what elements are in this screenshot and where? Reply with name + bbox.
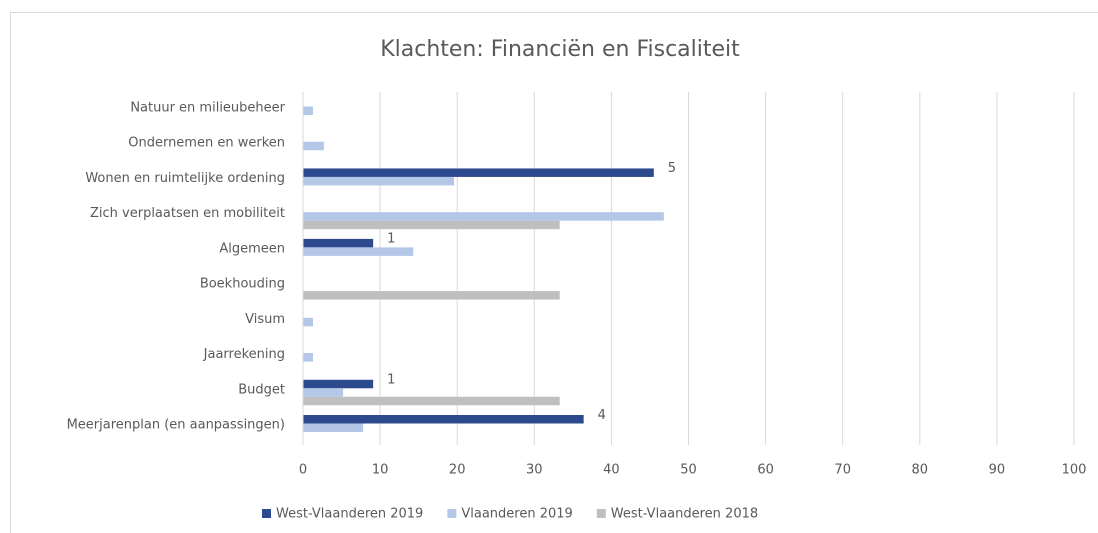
bar: [303, 415, 584, 424]
x-tick-label: 40: [603, 463, 620, 478]
y-tick-label: Ondernemen en werken: [128, 136, 285, 151]
x-tick-label: 90: [989, 463, 1006, 478]
data-label: 1: [387, 373, 395, 388]
bar: [303, 220, 560, 230]
x-tick-label: 70: [834, 463, 851, 478]
y-tick-label: Natuur en milieubeheer: [130, 101, 285, 116]
bar: [303, 238, 374, 248]
x-tick-label: 60: [757, 463, 774, 478]
y-tick-label: Zich verplaatsen en mobiliteit: [90, 206, 285, 221]
bar: [303, 106, 314, 115]
x-tick-label: 30: [526, 463, 543, 478]
y-tick-label: Visum: [245, 312, 285, 327]
data-label: 5: [668, 161, 676, 176]
bar: [303, 353, 314, 362]
bar: [303, 176, 455, 186]
data-label: 1: [387, 232, 395, 247]
frame: [10, 12, 1098, 533]
legend-swatch: [262, 509, 271, 518]
bar: [303, 379, 374, 389]
bar: [303, 317, 314, 327]
x-tick-label: 10: [372, 463, 389, 478]
legend-label: West-Vlaanderen 2018: [611, 507, 758, 522]
bar: [303, 247, 414, 256]
x-tick-label: 0: [299, 463, 307, 478]
legend-label: Vlaanderen 2019: [461, 507, 572, 522]
y-tick-label: Algemeen: [219, 241, 285, 256]
x-tick-label: 100: [1062, 463, 1087, 478]
y-tick-label: Boekhouding: [200, 277, 285, 292]
bar: [303, 396, 560, 406]
x-tick-label: 50: [680, 463, 697, 478]
bar: [303, 388, 344, 397]
x-tick-label: 20: [449, 463, 466, 478]
x-tick-label: 80: [912, 463, 929, 478]
bar: [303, 141, 324, 151]
legend-label: West-Vlaanderen 2019: [276, 507, 423, 522]
legend-swatch: [596, 509, 606, 518]
bar: [303, 423, 364, 432]
y-tick-label: Budget: [238, 382, 285, 397]
y-tick-label: Jaarrekening: [203, 347, 285, 362]
legend-swatch: [447, 509, 457, 518]
bar: [303, 168, 654, 177]
chart-title: Klachten: Financiën en Fiscaliteit: [380, 37, 740, 62]
bar: [303, 291, 560, 300]
y-tick-label: Wonen en ruimtelijke ordening: [85, 171, 285, 186]
bar: [303, 212, 664, 221]
data-label: 4: [598, 408, 606, 423]
y-tick-label: Meerjarenplan (en aanpassingen): [67, 418, 285, 433]
